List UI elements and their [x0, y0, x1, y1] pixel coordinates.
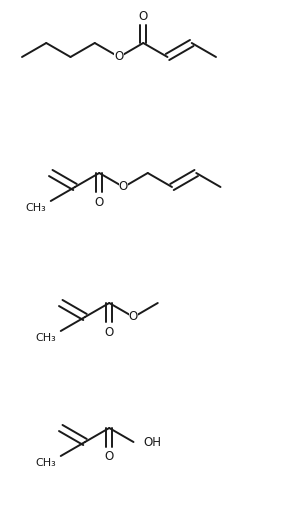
Text: CH₃: CH₃: [35, 333, 56, 343]
Text: O: O: [105, 326, 114, 339]
Text: O: O: [114, 51, 124, 64]
Text: O: O: [95, 195, 104, 208]
Text: O: O: [129, 311, 138, 324]
Text: OH: OH: [143, 435, 162, 449]
Text: O: O: [105, 450, 114, 464]
Text: CH₃: CH₃: [25, 203, 46, 213]
Text: O: O: [139, 9, 148, 23]
Text: O: O: [119, 180, 128, 193]
Text: CH₃: CH₃: [35, 458, 56, 468]
